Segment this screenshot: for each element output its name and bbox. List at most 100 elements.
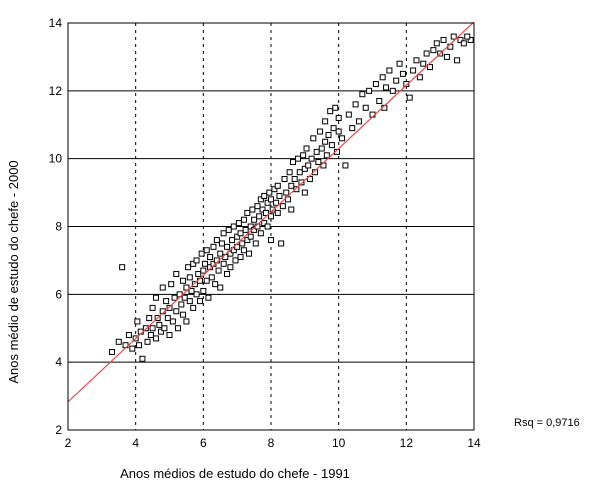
data-point xyxy=(311,169,318,176)
data-point xyxy=(224,270,231,277)
data-point xyxy=(328,142,335,149)
data-point xyxy=(323,152,330,159)
data-point xyxy=(257,196,264,203)
data-point xyxy=(168,281,175,288)
data-point xyxy=(271,186,278,193)
data-point xyxy=(158,328,165,335)
data-point xyxy=(366,87,373,94)
data-point xyxy=(217,284,224,291)
data-point xyxy=(293,186,300,193)
data-point xyxy=(217,250,224,257)
data-point xyxy=(460,40,467,47)
data-point xyxy=(322,118,329,125)
data-point xyxy=(274,182,281,189)
data-point xyxy=(315,159,322,166)
data-point xyxy=(193,257,200,264)
data-point xyxy=(198,250,205,257)
data-point xyxy=(115,338,122,345)
data-point xyxy=(190,260,197,267)
data-point xyxy=(171,294,178,301)
data-point xyxy=(249,206,256,213)
data-point xyxy=(180,277,187,284)
data-point xyxy=(264,223,271,230)
data-point xyxy=(305,162,312,169)
x-tick-label: 12 xyxy=(400,436,414,450)
data-point xyxy=(352,101,359,108)
data-point xyxy=(156,321,163,328)
data-point xyxy=(254,203,261,210)
data-point xyxy=(457,36,464,43)
data-point xyxy=(464,33,471,40)
data-point xyxy=(288,182,295,189)
data-point xyxy=(276,192,283,199)
data-point xyxy=(149,325,156,332)
data-point xyxy=(218,240,225,247)
data-point xyxy=(173,308,180,315)
data-point xyxy=(286,169,293,176)
data-point xyxy=(393,77,400,84)
data-point xyxy=(227,264,234,271)
data-point xyxy=(332,104,339,111)
data-point xyxy=(322,138,329,145)
data-point xyxy=(288,206,295,213)
data-point xyxy=(440,36,447,43)
x-tick-label: 6 xyxy=(200,436,207,450)
data-point xyxy=(205,294,212,301)
data-point xyxy=(252,240,259,247)
data-point xyxy=(273,199,280,206)
data-point xyxy=(166,304,173,311)
data-point xyxy=(186,274,193,281)
data-point xyxy=(289,159,296,166)
data-point xyxy=(355,118,362,125)
data-point xyxy=(230,247,237,254)
data-point xyxy=(342,162,349,169)
data-point xyxy=(136,342,143,349)
data-point xyxy=(191,281,198,288)
data-point xyxy=(291,176,298,183)
data-point xyxy=(251,216,258,223)
data-point xyxy=(335,114,342,121)
data-point xyxy=(186,298,193,305)
data-point xyxy=(274,209,281,216)
data-point xyxy=(125,332,132,339)
data-point xyxy=(325,131,332,138)
data-point xyxy=(235,220,242,227)
data-point xyxy=(180,311,187,318)
data-point xyxy=(119,264,126,271)
data-point xyxy=(278,240,285,247)
data-point xyxy=(396,60,403,67)
x-tick-labels: 2 4 6 8 10 12 14 xyxy=(65,436,481,450)
data-point xyxy=(308,155,315,162)
data-point xyxy=(169,318,176,325)
data-point xyxy=(229,237,236,244)
data-point xyxy=(183,318,190,325)
y-tick-label: 8 xyxy=(55,220,62,234)
data-point xyxy=(220,230,227,237)
plot-frame xyxy=(67,22,475,431)
data-point xyxy=(379,74,386,81)
data-point xyxy=(161,325,168,332)
x-axis-title: Anos médios de estudo do chefe - 1991 xyxy=(120,466,350,481)
data-point xyxy=(203,277,210,284)
data-point xyxy=(406,94,413,101)
data-point xyxy=(399,70,406,77)
data-point xyxy=(232,257,239,264)
data-point xyxy=(129,345,136,352)
y-axis-title: Anos médio de estudo do chefe - 2000 xyxy=(6,160,21,383)
data-point xyxy=(410,67,417,74)
fit-line-group xyxy=(67,21,475,403)
data-point xyxy=(200,267,207,274)
data-point xyxy=(430,47,437,54)
data-point xyxy=(166,332,173,339)
data-point xyxy=(264,199,271,206)
data-point xyxy=(433,40,440,47)
data-point xyxy=(454,57,461,64)
data-point xyxy=(266,189,273,196)
data-point xyxy=(283,189,290,196)
x-tick-label: 4 xyxy=(132,436,139,450)
data-point xyxy=(313,148,320,155)
data-point xyxy=(295,155,302,162)
data-point xyxy=(244,237,251,244)
data-point xyxy=(163,298,170,305)
